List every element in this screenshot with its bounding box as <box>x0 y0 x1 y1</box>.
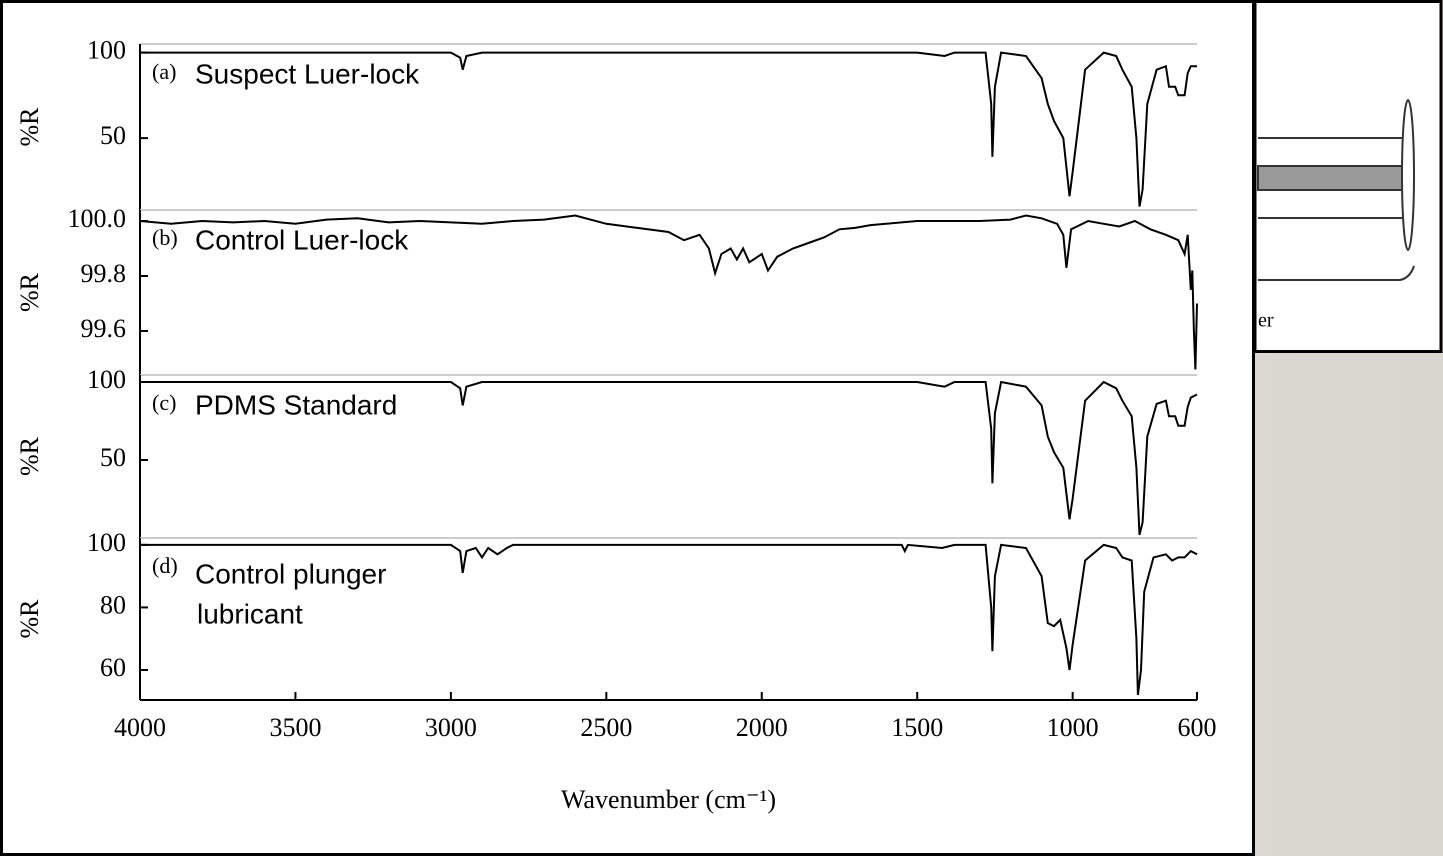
panel-title: PDMS Standard <box>195 389 397 420</box>
spectrum-line <box>140 543 1198 696</box>
y-axis-label: %R <box>15 436 44 476</box>
panel-title: Control Luer-lock <box>195 224 409 255</box>
spectrum-line <box>140 380 1198 536</box>
panel-title: Suspect Luer-lock <box>195 58 420 89</box>
y-tick-label: 100 <box>87 365 126 394</box>
y-tick-label: 100 <box>87 528 126 557</box>
chart-frame <box>0 0 1255 856</box>
y-tick-label: 80 <box>100 590 126 619</box>
y-tick-label: 100 <box>87 36 126 65</box>
y-axis-label: %R <box>15 599 44 639</box>
x-tick-label: 3000 <box>425 713 477 742</box>
panel-title: lubricant <box>197 598 303 629</box>
x-tick-label: 1000 <box>1047 713 1099 742</box>
panel-label: (d) <box>152 553 178 578</box>
spectrum-line <box>139 214 1198 370</box>
panel-label: (b) <box>152 225 178 250</box>
x-tick-label: 3500 <box>269 713 321 742</box>
inset-label: er <box>1258 310 1274 332</box>
y-tick-label: 99.8 <box>81 259 127 288</box>
y-axis-label: %R <box>15 272 44 312</box>
panel-title: Control plunger <box>195 558 386 589</box>
x-tick-label: 2500 <box>580 713 632 742</box>
x-axis-label: Wavenumber (cm⁻¹) <box>561 785 776 814</box>
y-tick-label: 99.6 <box>81 314 127 343</box>
panel-label: (a) <box>152 59 176 84</box>
panel-label: (c) <box>152 390 176 415</box>
x-tick-label: 4000 <box>114 713 166 742</box>
y-tick-label: 50 <box>100 443 126 472</box>
syringe-drawing <box>1257 99 1415 281</box>
x-tick-label: 2000 <box>736 713 788 742</box>
y-tick-label: 50 <box>100 121 126 150</box>
y-tick-label: 100.0 <box>68 204 127 233</box>
y-tick-label: 60 <box>100 653 126 682</box>
spectrum-line <box>140 51 1197 207</box>
x-tick-label: 600 <box>1178 713 1217 742</box>
y-axis-label: %R <box>15 107 44 147</box>
x-tick-label: 1500 <box>891 713 943 742</box>
